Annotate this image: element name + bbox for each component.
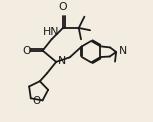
Text: N: N — [118, 46, 127, 56]
Text: HN: HN — [43, 27, 59, 37]
Text: N: N — [58, 56, 66, 66]
Text: O: O — [22, 46, 31, 56]
Text: O: O — [33, 96, 41, 106]
Text: O: O — [59, 2, 67, 12]
